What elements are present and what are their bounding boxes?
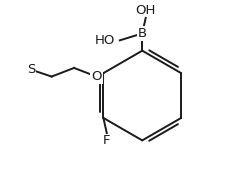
Text: O: O — [91, 70, 102, 83]
Text: OH: OH — [136, 4, 156, 17]
Text: HO: HO — [94, 34, 115, 47]
Text: S: S — [27, 63, 35, 76]
Text: F: F — [103, 134, 110, 147]
Text: B: B — [138, 27, 147, 40]
